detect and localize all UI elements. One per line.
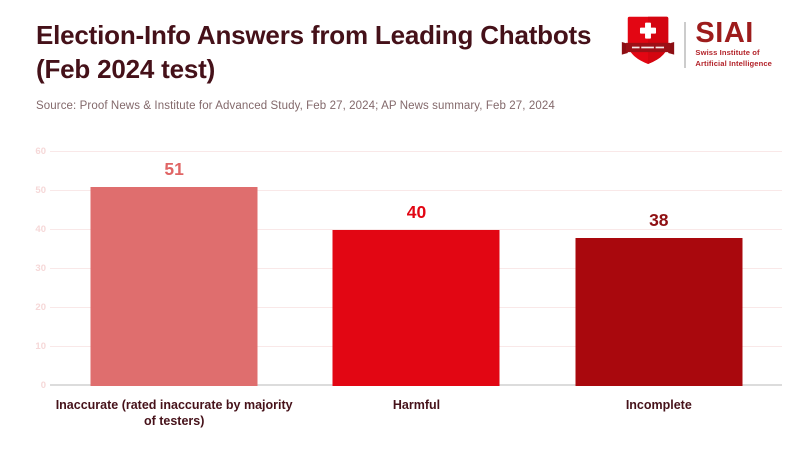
category-label: Incomplete <box>625 398 692 412</box>
category-label: Harmful <box>392 398 441 412</box>
y-tick-label: 40 <box>35 224 46 235</box>
bar-value-label: 40 <box>406 202 427 222</box>
gridline <box>50 190 782 191</box>
bar-value-label: 38 <box>649 209 669 230</box>
logo-name: SIAI <box>695 17 754 50</box>
gridline <box>50 151 782 152</box>
bar-slot: 40 <box>295 152 537 386</box>
gridline <box>50 229 782 230</box>
logo-divider <box>684 21 687 68</box>
bar <box>575 237 743 386</box>
swiss-shield-icon <box>621 13 675 76</box>
logo-subtitle-line1: Swiss Institute of <box>695 48 760 58</box>
category-axis: Inaccurate (rated inaccurate by majority… <box>53 397 780 429</box>
source-note: Source: Proof News & Institute for Advan… <box>36 100 555 112</box>
y-tick-label: 10 <box>35 341 46 352</box>
y-tick-label: 60 <box>35 146 46 157</box>
category-slot: Harmful <box>295 397 537 429</box>
bar-chart: 51 40 38 <box>53 152 780 386</box>
bar-value-label: 51 <box>164 159 184 180</box>
y-tick-label: 30 <box>35 263 46 274</box>
bar-slot: 51 <box>53 152 295 386</box>
category-slot: Inaccurate (rated inaccurate by majority… <box>53 397 295 429</box>
category-label: Inaccurate (rated inaccurate by majority… <box>55 398 293 428</box>
bar-slot: 38 <box>538 152 780 386</box>
bar <box>90 187 258 386</box>
page-title: Election-Info Answers from Leading Chatb… <box>36 20 592 84</box>
logo-subtitle-line2: Artificial Intelligence <box>695 59 772 68</box>
bar <box>332 230 500 386</box>
y-tick-label: 0 <box>40 380 46 391</box>
y-tick-label: 20 <box>35 302 46 313</box>
siai-logo: SIAI Swiss Institute of Artificial Intel… <box>621 13 772 76</box>
y-tick-label: 50 <box>35 185 46 196</box>
category-slot: Incomplete <box>538 397 780 429</box>
